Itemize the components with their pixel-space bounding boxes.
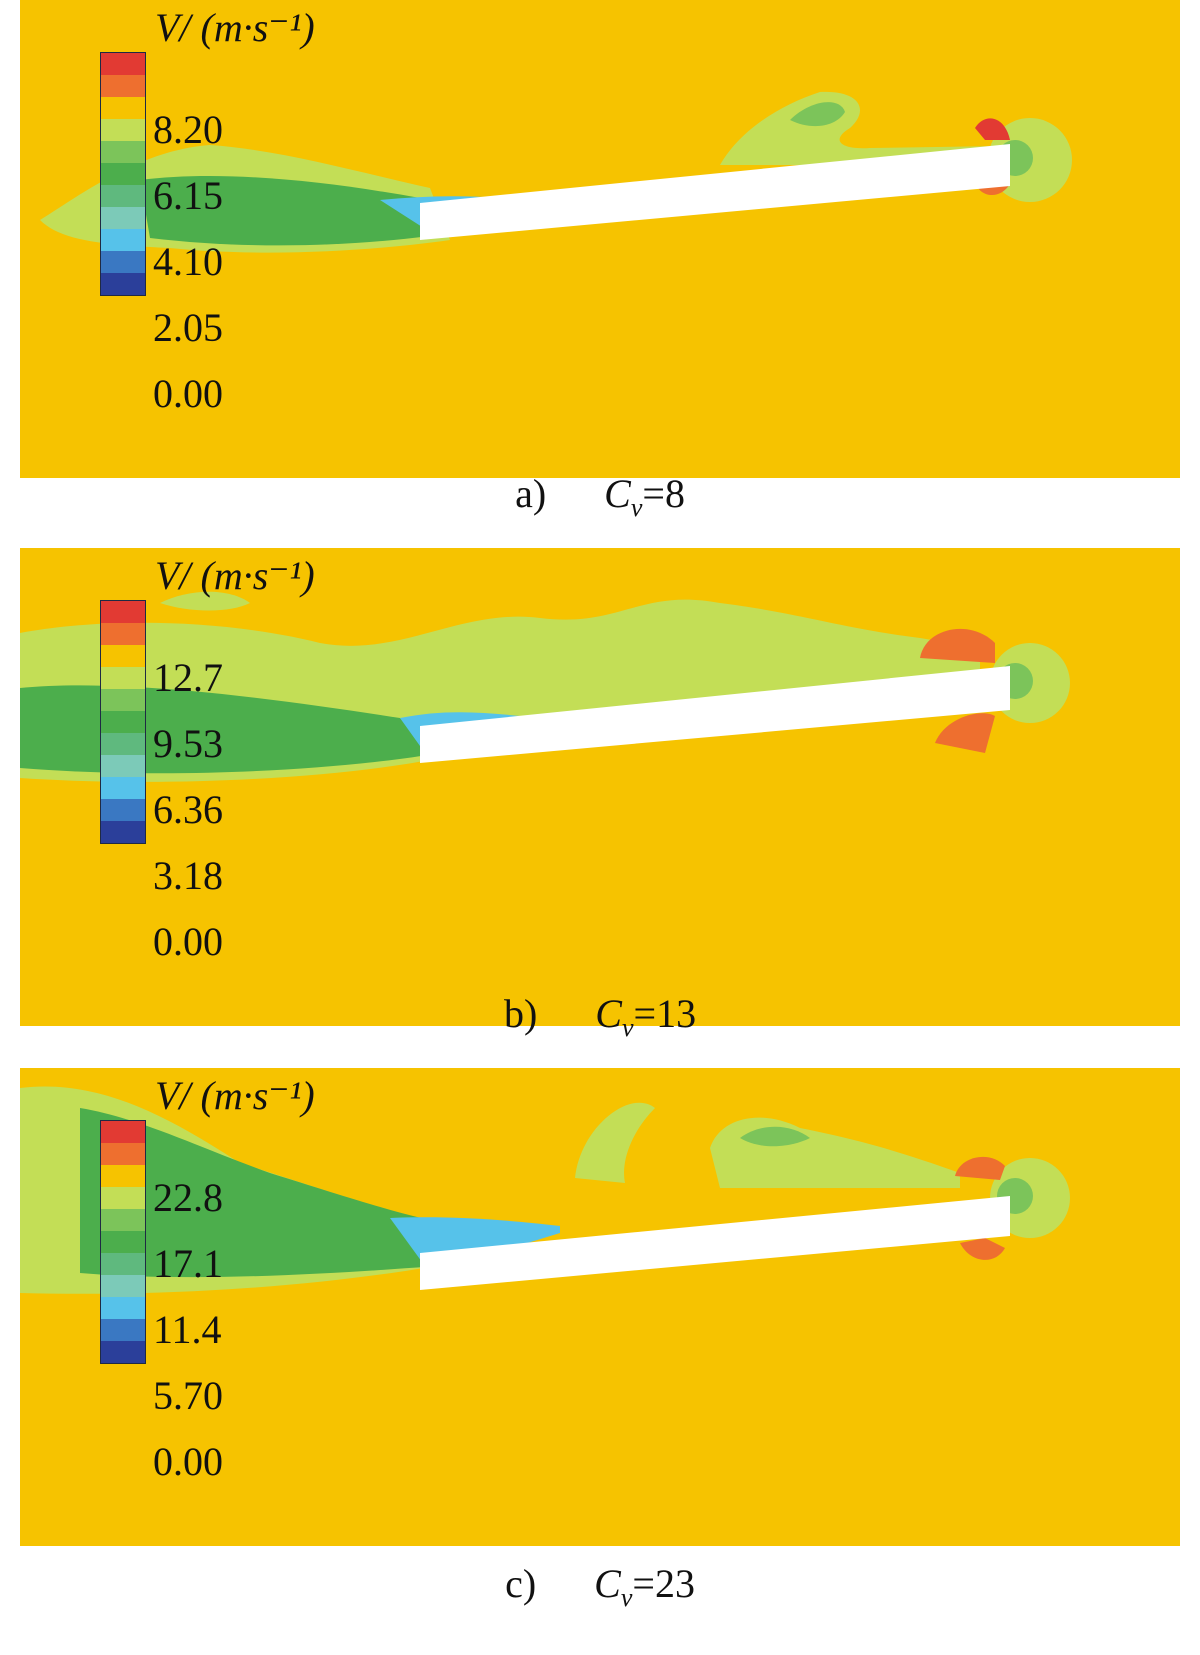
- plate: [420, 1196, 1010, 1290]
- colorbar-band: [101, 229, 145, 251]
- colorbar-tick-label: 0.00: [153, 371, 223, 416]
- colorbar-band: [101, 1253, 145, 1275]
- colorbar-band: [101, 251, 145, 273]
- parameter-symbol: C: [594, 1561, 621, 1606]
- tip-high-speed-top: [920, 628, 995, 663]
- colorbar-band: [101, 163, 145, 185]
- colorbar-tick-label: 22.8: [153, 1175, 223, 1220]
- caption-letter: b): [503, 991, 538, 1036]
- parameter-subscript: v: [630, 493, 643, 522]
- colorbar-band: [101, 601, 145, 623]
- colorbar-label-text: V/ (m·s⁻¹): [155, 553, 315, 598]
- colorbar-band: [101, 1187, 145, 1209]
- colorbar-band: [101, 1275, 145, 1297]
- vortex-1: [575, 1102, 655, 1183]
- vortex-2-core: [740, 1126, 810, 1147]
- wake-core: [140, 176, 430, 246]
- colorbar-tick-label: 6.15: [153, 173, 223, 218]
- colorbar-tick-label: 0.00: [153, 919, 223, 964]
- parameter-value: 8: [664, 471, 685, 516]
- colorbar-band: [101, 185, 145, 207]
- colorbar-band: [101, 207, 145, 229]
- colorbar-band: [101, 141, 145, 163]
- parameter-value: 13: [656, 991, 697, 1036]
- colorbar-band: [101, 645, 145, 667]
- contour-panel-c: V/ (m·s⁻¹) 22.8 17.1 11.4 5.70 0.00: [20, 1068, 1180, 1546]
- colorbar-band: [101, 97, 145, 119]
- colorbar-tick-label: 2.05: [153, 305, 223, 350]
- parameter-subscript: v: [620, 1583, 633, 1612]
- tip-high-speed-bottom: [935, 713, 995, 753]
- colorbar-label-text: V/ (m·s⁻¹): [155, 1073, 315, 1118]
- colorbar-tick-label: 9.53: [153, 721, 223, 766]
- colorbar-label-text: V/ (m·s⁻¹): [155, 5, 315, 50]
- wake-core: [80, 1108, 475, 1278]
- colorbar-band: [101, 1319, 145, 1341]
- colorbar-band: [101, 755, 145, 777]
- parameter-value: 23: [654, 1561, 695, 1606]
- colorbar-tick-label: 8.20: [153, 107, 223, 152]
- colorbar-band: [101, 1121, 145, 1143]
- colorbar-band: [101, 75, 145, 97]
- colorbar-band: [101, 53, 145, 75]
- caption-c: c) Cv=23: [505, 1561, 695, 1612]
- tip-high-speed-bottom: [960, 1238, 1005, 1260]
- colorbar-band: [101, 733, 145, 755]
- colorbar-band: [101, 1231, 145, 1253]
- colorbar-label: V/ (m·s⁻¹): [155, 4, 315, 51]
- contour-panel-a: V/ (m·s⁻¹) 8.20 6.15 4.10 2.05 0.00: [20, 0, 1180, 478]
- caption-letter: a): [515, 471, 547, 516]
- plate: [420, 144, 1010, 240]
- tip-high-speed-top: [975, 118, 1010, 140]
- colorbar-tick-label: 4.10: [153, 239, 223, 284]
- colorbar-tick-label: 6.36: [153, 787, 223, 832]
- vortex-upper: [720, 91, 1000, 165]
- plate: [420, 666, 1010, 763]
- colorbar-band: [101, 1143, 145, 1165]
- colorbar-tick-label: 5.70: [153, 1373, 223, 1418]
- colorbar-tick-label: 17.1: [153, 1241, 223, 1286]
- colorbar-band: [101, 1297, 145, 1319]
- colorbar-band: [101, 273, 145, 295]
- colorbar-band: [101, 821, 145, 843]
- colorbar: [100, 600, 146, 844]
- colorbar-label: V/ (m·s⁻¹): [155, 1072, 315, 1119]
- colorbar-band: [101, 711, 145, 733]
- colorbar-label: V/ (m·s⁻¹): [155, 552, 315, 599]
- caption-letter: c): [505, 1561, 537, 1606]
- contour-panel-b: V/ (m·s⁻¹) 12.7 9.53 6.36 3.18 0.00: [20, 548, 1180, 1026]
- colorbar-band: [101, 1209, 145, 1231]
- colorbar-band: [101, 1341, 145, 1363]
- parameter-subscript: v: [621, 1013, 634, 1042]
- colorbar: [100, 52, 146, 296]
- colorbar-band: [101, 1165, 145, 1187]
- colorbar-tick-label: 12.7: [153, 655, 223, 700]
- upper-plume: [160, 591, 250, 611]
- colorbar-band: [101, 667, 145, 689]
- parameter-symbol: C: [595, 991, 622, 1036]
- colorbar-band: [101, 119, 145, 141]
- colorbar-tick-label: 0.00: [153, 1439, 223, 1484]
- colorbar-band: [101, 777, 145, 799]
- parameter-symbol: C: [604, 471, 631, 516]
- caption-a: a) Cv=8: [515, 471, 685, 522]
- colorbar: [100, 1120, 146, 1364]
- caption-b: b) Cv=13: [503, 991, 697, 1042]
- colorbar-band: [101, 623, 145, 645]
- colorbar-band: [101, 799, 145, 821]
- colorbar-band: [101, 689, 145, 711]
- vortex-upper-core: [790, 102, 845, 127]
- colorbar-tick-label: 3.18: [153, 853, 223, 898]
- colorbar-tick-label: 11.4: [153, 1307, 222, 1352]
- vortex-2: [710, 1117, 960, 1188]
- tip-high-speed-top: [955, 1156, 1005, 1180]
